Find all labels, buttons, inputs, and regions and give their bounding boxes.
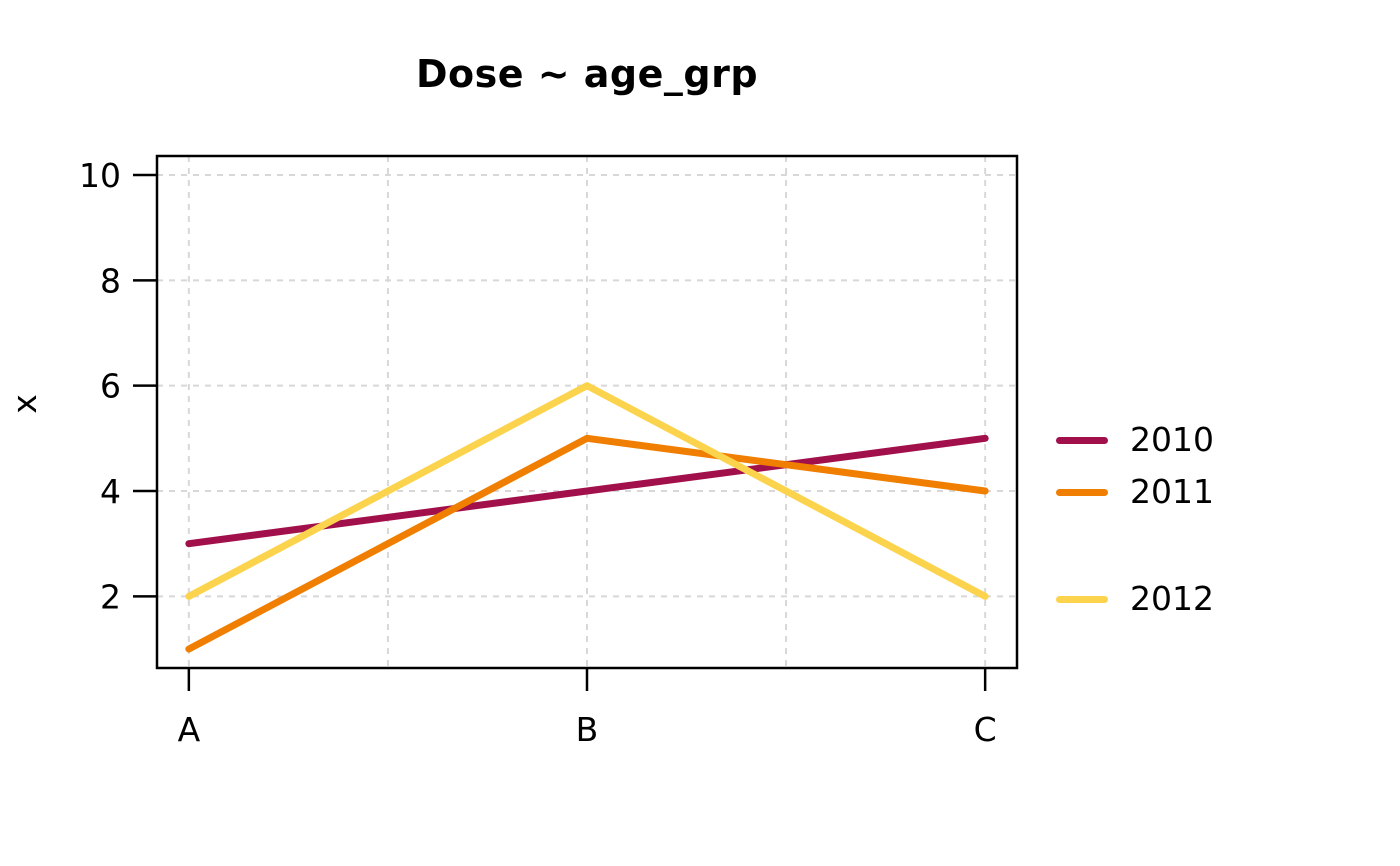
chart-title: Dose ~ age_grp (415, 52, 759, 96)
y-tick-label: 2 (100, 577, 121, 616)
x-tick-label: C (974, 710, 997, 749)
legend-label-2010: 2010 (1130, 420, 1214, 459)
legend-label-2011: 2011 (1130, 472, 1214, 511)
legend-item-2011: 2011 (1056, 475, 1214, 509)
legend-item-2012: 2012 (1056, 582, 1214, 616)
y-tick-label: 8 (100, 261, 121, 300)
y-tick-label: 10 (79, 156, 121, 195)
legend: 2010 2011 2012 (1056, 0, 1396, 866)
y-tick-label: 6 (100, 367, 121, 406)
legend-item-2010: 2010 (1056, 423, 1214, 457)
series-line-2012 (185, 382, 989, 600)
x-tick-label: B (576, 710, 599, 749)
x-tick-label: A (178, 710, 201, 749)
legend-line-swatch-2012 (1056, 595, 1108, 603)
legend-line-swatch-2011 (1056, 488, 1108, 496)
y-tick-label: 4 (100, 472, 121, 511)
legend-label-2012: 2012 (1130, 579, 1214, 618)
legend-line-swatch-2010 (1056, 436, 1108, 444)
series-line-2011 (185, 434, 989, 653)
